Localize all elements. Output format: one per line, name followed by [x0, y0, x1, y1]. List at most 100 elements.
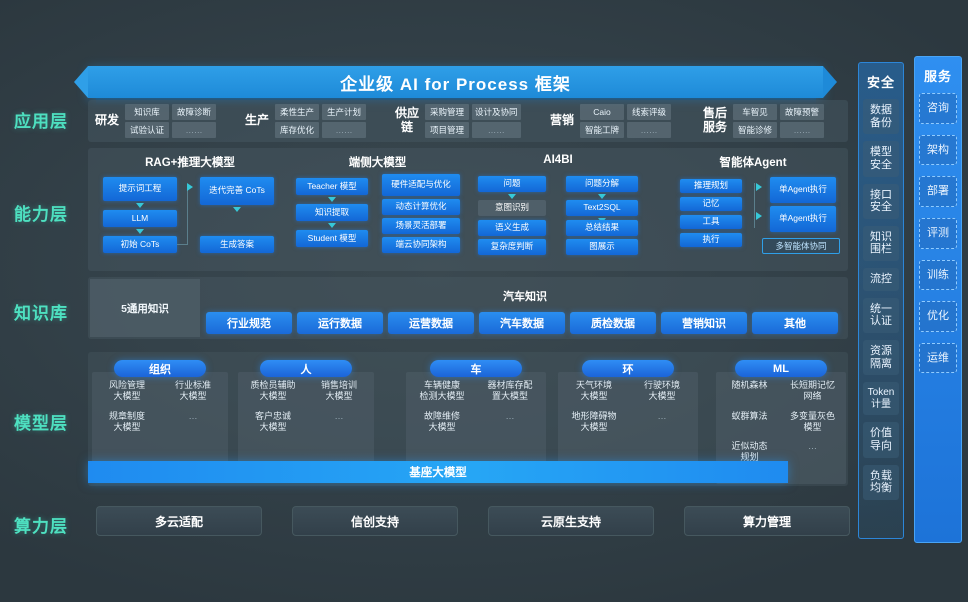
- capability-node[interactable]: 推理规划: [680, 179, 742, 193]
- general-knowledge-box[interactable]: 5通用知识: [90, 279, 200, 337]
- capability-node[interactable]: 单Agent执行: [770, 206, 836, 232]
- model-item[interactable]: 行驶环境 大模型: [643, 380, 680, 402]
- knowledge-chip[interactable]: 质检数据: [570, 312, 656, 334]
- model-item[interactable]: 风险管理 大模型: [108, 380, 145, 402]
- compute-cell-xinchuang[interactable]: 信创支持: [292, 506, 458, 536]
- app-cell[interactable]: 智能诊修: [733, 122, 777, 138]
- app-cell[interactable]: ……: [472, 122, 521, 138]
- model-item[interactable]: …: [505, 410, 515, 421]
- app-group-supply-chain[interactable]: 供应 链 采购管理 项目管理 设计及协同 ……: [392, 102, 521, 140]
- model-item[interactable]: …: [657, 410, 667, 421]
- model-item[interactable]: 长短期记忆 网络: [789, 380, 835, 402]
- capability-node[interactable]: 端云协同架构: [382, 237, 460, 253]
- app-cell[interactable]: 柔性生产: [275, 104, 319, 120]
- app-cell[interactable]: 项目管理: [425, 122, 469, 138]
- capability-node[interactable]: 动态计算优化: [382, 199, 460, 215]
- model-pill-environment[interactable]: 环: [582, 360, 674, 377]
- capability-node[interactable]: 迭代完善 CoTs: [200, 177, 274, 205]
- app-cell[interactable]: ……: [172, 122, 216, 138]
- model-pill-ml[interactable]: ML: [735, 360, 827, 377]
- model-item[interactable]: 质检员辅助 大模型: [250, 380, 296, 402]
- knowledge-chip[interactable]: 运行数据: [297, 312, 383, 334]
- capability-node[interactable]: Student 模型: [296, 230, 368, 247]
- app-group-marketing[interactable]: 营销 Caio 智能工牌 线索评级 ……: [547, 102, 671, 140]
- model-item[interactable]: …: [334, 410, 344, 421]
- model-item[interactable]: 近似动态 规划: [731, 441, 768, 463]
- knowledge-chip[interactable]: 运营数据: [388, 312, 474, 334]
- capability-node[interactable]: 知识提取: [296, 204, 368, 221]
- rail-item-operations[interactable]: 运维: [919, 342, 957, 374]
- app-cell[interactable]: 车智见: [733, 104, 777, 120]
- compute-cell-compute-mgmt[interactable]: 算力管理: [684, 506, 850, 536]
- app-cell[interactable]: 智能工牌: [580, 122, 624, 138]
- knowledge-chip[interactable]: 汽车数据: [479, 312, 565, 334]
- app-cell[interactable]: 设计及协同: [472, 104, 521, 120]
- model-item[interactable]: 天气环境 大模型: [575, 380, 612, 402]
- model-item[interactable]: 规章制度 大模型: [108, 410, 145, 432]
- rail-item-knowledge-fence[interactable]: 知识 围栏: [863, 225, 899, 262]
- app-group-production[interactable]: 生产 柔性生产 库存优化 生产计划 ……: [242, 102, 366, 140]
- capability-node[interactable]: Text2SQL: [566, 200, 638, 216]
- capability-box-edge-model[interactable]: 端侧大模型 Teacher 模型 知识提取 Student 模型 硬件适配与优化…: [290, 150, 465, 269]
- rail-item-token-metering[interactable]: Token 计量: [863, 382, 899, 416]
- capability-node[interactable]: 记忆: [680, 197, 742, 211]
- model-item[interactable]: 行业标准 大模型: [174, 380, 211, 402]
- rail-item-evaluation[interactable]: 评测: [919, 217, 957, 249]
- model-item[interactable]: …: [808, 441, 817, 451]
- capability-node[interactable]: 单Agent执行: [770, 177, 836, 203]
- rail-item-model-security[interactable]: 模型 安全: [863, 141, 899, 177]
- compute-cell-cloudnative[interactable]: 云原生支持: [488, 506, 654, 536]
- model-item[interactable]: …: [188, 410, 198, 421]
- capability-node[interactable]: 总结结果: [566, 220, 638, 236]
- base-model-bar[interactable]: 基座大模型: [88, 461, 788, 483]
- model-item[interactable]: 蚁群算法: [731, 410, 768, 421]
- app-cell[interactable]: ……: [322, 122, 366, 138]
- capability-node[interactable]: Teacher 模型: [296, 178, 368, 195]
- capability-node[interactable]: 意图识别: [478, 200, 546, 216]
- rail-item-api-security[interactable]: 接口 安全: [863, 183, 899, 219]
- rail-item-value-orientation[interactable]: 价值 导向: [863, 422, 899, 458]
- app-cell[interactable]: 生产计划: [322, 104, 366, 120]
- capability-node[interactable]: 场景灵活部署: [382, 218, 460, 234]
- rail-item-deployment[interactable]: 部署: [919, 176, 957, 207]
- app-cell[interactable]: 故障预警: [780, 104, 824, 120]
- app-cell[interactable]: 库存优化: [275, 122, 319, 138]
- app-cell[interactable]: 知识库: [125, 104, 169, 120]
- knowledge-chip[interactable]: 行业规范: [206, 312, 292, 334]
- capability-node[interactable]: 初始 CoTs: [103, 236, 177, 253]
- model-column-org[interactable]: 风险管理 大模型 行业标准 大模型 规章制度 大模型 …: [92, 372, 228, 464]
- capability-node[interactable]: 硬件适配与优化: [382, 174, 460, 196]
- capability-box-rag[interactable]: RAG+推理大模型 提示词工程 LLM 初始 CoTs 迭代完善 CoTs 生成…: [95, 150, 285, 269]
- model-item[interactable]: 销售培训 大模型: [320, 380, 357, 402]
- model-pill-vehicle[interactable]: 车: [430, 360, 522, 377]
- capability-box-agent[interactable]: 智能体Agent 推理规划 记忆 工具 执行 单Agent执行 单Agent执行…: [658, 150, 848, 269]
- model-item[interactable]: 车辆健康 检测大模型: [419, 380, 465, 402]
- capability-node[interactable]: 工具: [680, 215, 742, 229]
- app-cell[interactable]: 故障诊断: [172, 104, 216, 120]
- app-cell[interactable]: Caio: [580, 104, 624, 120]
- model-column-people[interactable]: 质检员辅助 大模型 销售培训 大模型 客户忠诚 大模型 …: [238, 372, 374, 464]
- rail-item-resource-isolation[interactable]: 资源 隔离: [863, 340, 899, 376]
- capability-node[interactable]: 问题: [478, 176, 546, 192]
- model-pill-people[interactable]: 人: [260, 360, 352, 377]
- model-pill-org[interactable]: 组织: [114, 360, 206, 377]
- capability-node[interactable]: 复杂度判断: [478, 239, 546, 255]
- app-group-aftersales[interactable]: 售后 服务 车智见 智能诊修 故障预警 ……: [700, 102, 824, 140]
- capability-node[interactable]: 语义生成: [478, 220, 546, 236]
- rail-item-training[interactable]: 训练: [919, 259, 957, 291]
- app-cell[interactable]: ……: [627, 122, 671, 138]
- rail-item-data-backup[interactable]: 数据 备份: [863, 99, 899, 135]
- capability-node[interactable]: LLM: [103, 210, 177, 227]
- rail-item-architecture[interactable]: 架构: [919, 134, 957, 166]
- model-item[interactable]: 地形障碍物 大模型: [571, 410, 617, 432]
- rail-item-unified-auth[interactable]: 统一 认证: [863, 297, 899, 334]
- model-column-environment[interactable]: 天气环境 大模型 行驶环境 大模型 地形障碍物 大模型 …: [558, 372, 698, 464]
- capability-node[interactable]: 问题分解: [566, 176, 638, 192]
- app-cell[interactable]: ……: [780, 122, 824, 138]
- model-column-vehicle[interactable]: 车辆健康 检测大模型 器材库存配 置大模型 故障维修 大模型 …: [406, 372, 546, 464]
- model-item[interactable]: 故障维修 大模型: [423, 410, 460, 432]
- knowledge-chip[interactable]: 营销知识: [661, 312, 747, 334]
- capability-node[interactable]: 图展示: [566, 239, 638, 255]
- rail-item-optimization[interactable]: 优化: [919, 301, 957, 332]
- capability-node[interactable]: 执行: [680, 233, 742, 247]
